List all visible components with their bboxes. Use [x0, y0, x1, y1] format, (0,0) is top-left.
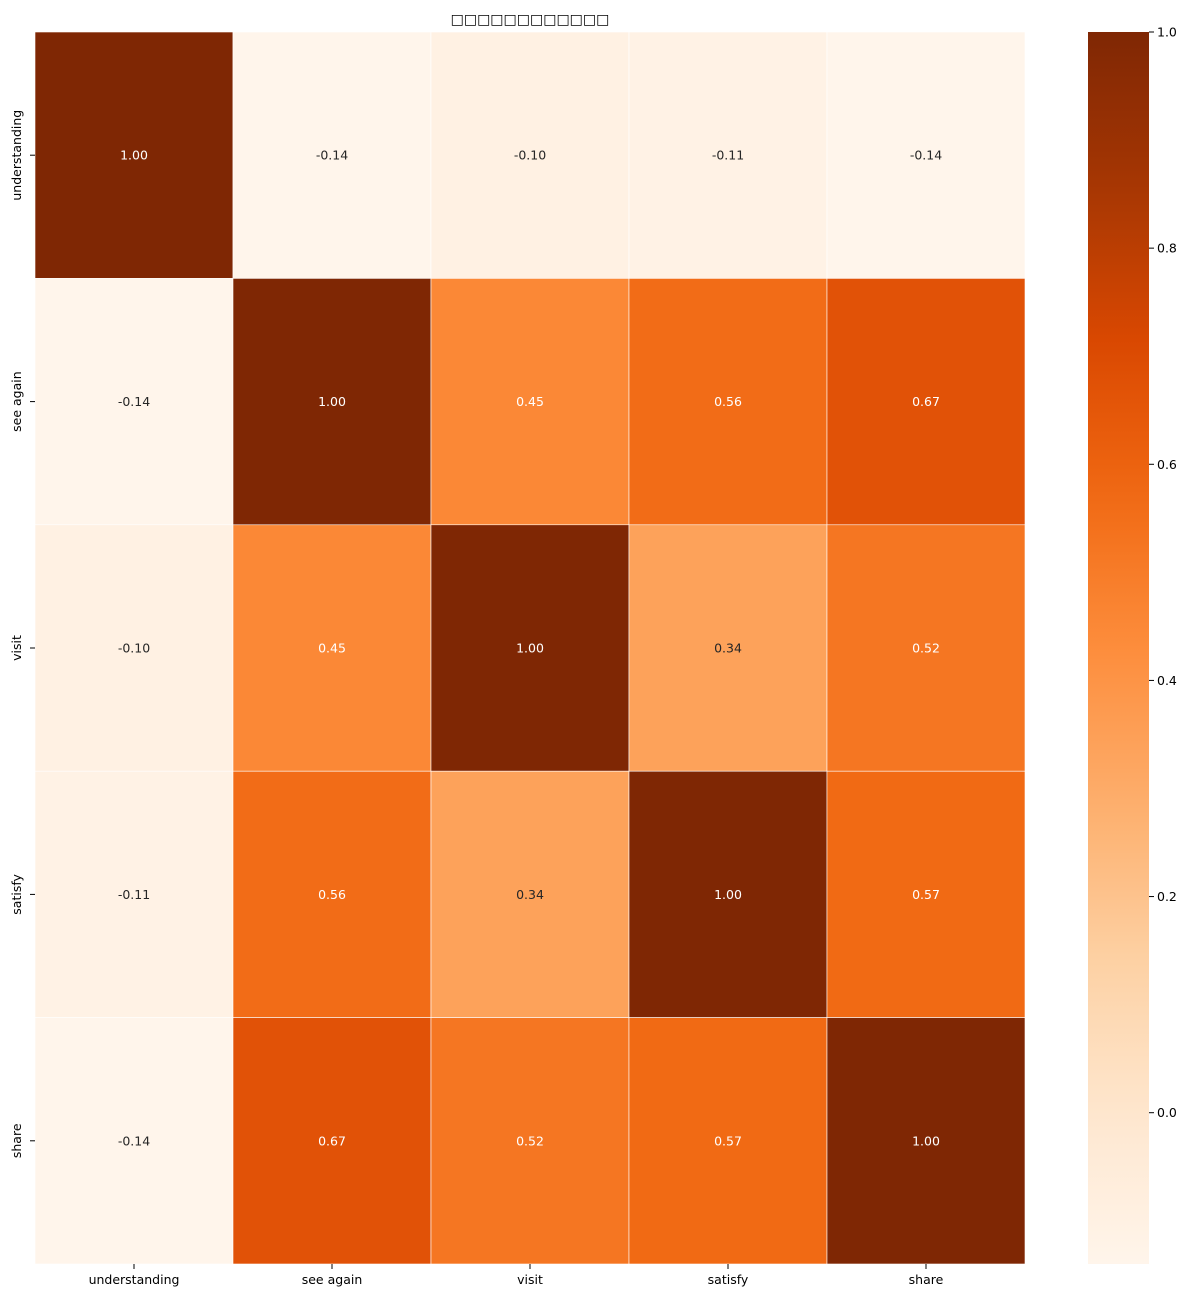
cell-value-label: 0.34: [516, 887, 544, 902]
heatmap-cell: [34, 278, 234, 526]
cell-value-label: 0.45: [516, 394, 544, 409]
cell-value-label: -0.14: [910, 148, 942, 163]
heatmap-cell: [628, 31, 828, 279]
cell-value-label: 0.52: [516, 1133, 544, 1148]
x-tick-label: share: [909, 1272, 944, 1287]
cell-value-label: -0.14: [118, 394, 150, 409]
cell-value-label: 0.67: [318, 1133, 346, 1148]
colorbar: 0.0 0.2 0.4 0.6 0.8 1.0: [1088, 25, 1177, 1264]
heatmap-cell: [34, 770, 234, 1018]
heatmap-cell: [430, 770, 630, 1018]
heatmap-cell: [430, 278, 630, 526]
heatmap-cell: [826, 278, 1026, 526]
cell-value-label: 0.57: [714, 1133, 742, 1148]
cell-value-label: -0.14: [118, 1133, 150, 1148]
colorbar-tick-label: 0.0: [1157, 1105, 1177, 1120]
cell-value-label: 0.52: [912, 641, 940, 656]
heatmap-cell: [628, 770, 828, 1018]
colorbar-tick-label: 0.6: [1157, 457, 1177, 472]
colorbar-gradient: [1088, 32, 1149, 1264]
y-tick-label: see again: [9, 371, 24, 432]
heatmap-cell: [430, 31, 630, 279]
cell-value-label: -0.11: [118, 887, 150, 902]
y-tick-label: satisfy: [9, 873, 24, 914]
heatmap-cell: [628, 524, 828, 772]
heatmap-cell: [232, 278, 432, 526]
x-axis: understanding see again visit satisfy share: [89, 1264, 944, 1287]
x-tick-label: understanding: [89, 1272, 180, 1287]
heatmap-cell: [826, 524, 1026, 772]
colorbar-tick-label: 0.2: [1157, 889, 1177, 904]
colorbar-tick-label: 0.8: [1157, 241, 1177, 256]
heatmap-cell: [232, 770, 432, 1018]
heatmap-cell: [826, 31, 1026, 279]
colorbar-tick-label: 1.0: [1157, 25, 1177, 40]
cell-value-label: -0.10: [118, 641, 150, 656]
cell-value-label: 0.56: [318, 887, 346, 902]
heatmap-cell: [430, 1017, 630, 1265]
cell-value-label: 1.00: [714, 887, 742, 902]
cell-value-label: 1.00: [318, 394, 346, 409]
x-tick-label: see again: [302, 1272, 363, 1287]
x-tick-label: visit: [517, 1272, 543, 1287]
heatmap-cell: [34, 31, 234, 279]
cell-value-label: 1.00: [120, 148, 148, 163]
heatmap-cells: [34, 31, 1026, 1265]
heatmap-cell: [232, 524, 432, 772]
heatmap-cell-labels: 1.00 -0.14 -0.10 -0.11 -0.14 -0.14 1.00 0.45 0.5…: [118, 148, 942, 1149]
cell-value-label: 0.56: [714, 394, 742, 409]
heatmap-cell: [826, 1017, 1026, 1265]
cell-value-label: -0.14: [316, 148, 348, 163]
cell-value-label: 0.57: [912, 887, 940, 902]
y-tick-label: visit: [9, 635, 24, 661]
heatmap-cell: [34, 1017, 234, 1265]
cell-value-label: 0.45: [318, 641, 346, 656]
chart-title: □□□□□□□□□□□□: [451, 12, 610, 28]
heatmap-cell: [232, 31, 432, 279]
heatmap-cell: [430, 524, 630, 772]
cell-value-label: -0.10: [514, 148, 546, 163]
heatmap-cell: [826, 770, 1026, 1018]
cell-value-label: -0.11: [712, 148, 744, 163]
y-axis: understanding see again visit satisfy share: [9, 110, 35, 1158]
cell-value-label: 1.00: [912, 1133, 940, 1148]
y-tick-label: understanding: [9, 110, 24, 201]
cell-value-label: 0.67: [912, 394, 940, 409]
x-tick-label: satisfy: [708, 1272, 749, 1287]
cell-value-label: 0.34: [714, 641, 742, 656]
colorbar-tick-label: 0.4: [1157, 673, 1177, 688]
cell-value-label: 1.00: [516, 641, 544, 656]
heatmap-cell: [232, 1017, 432, 1265]
y-tick-label: share: [9, 1123, 24, 1158]
